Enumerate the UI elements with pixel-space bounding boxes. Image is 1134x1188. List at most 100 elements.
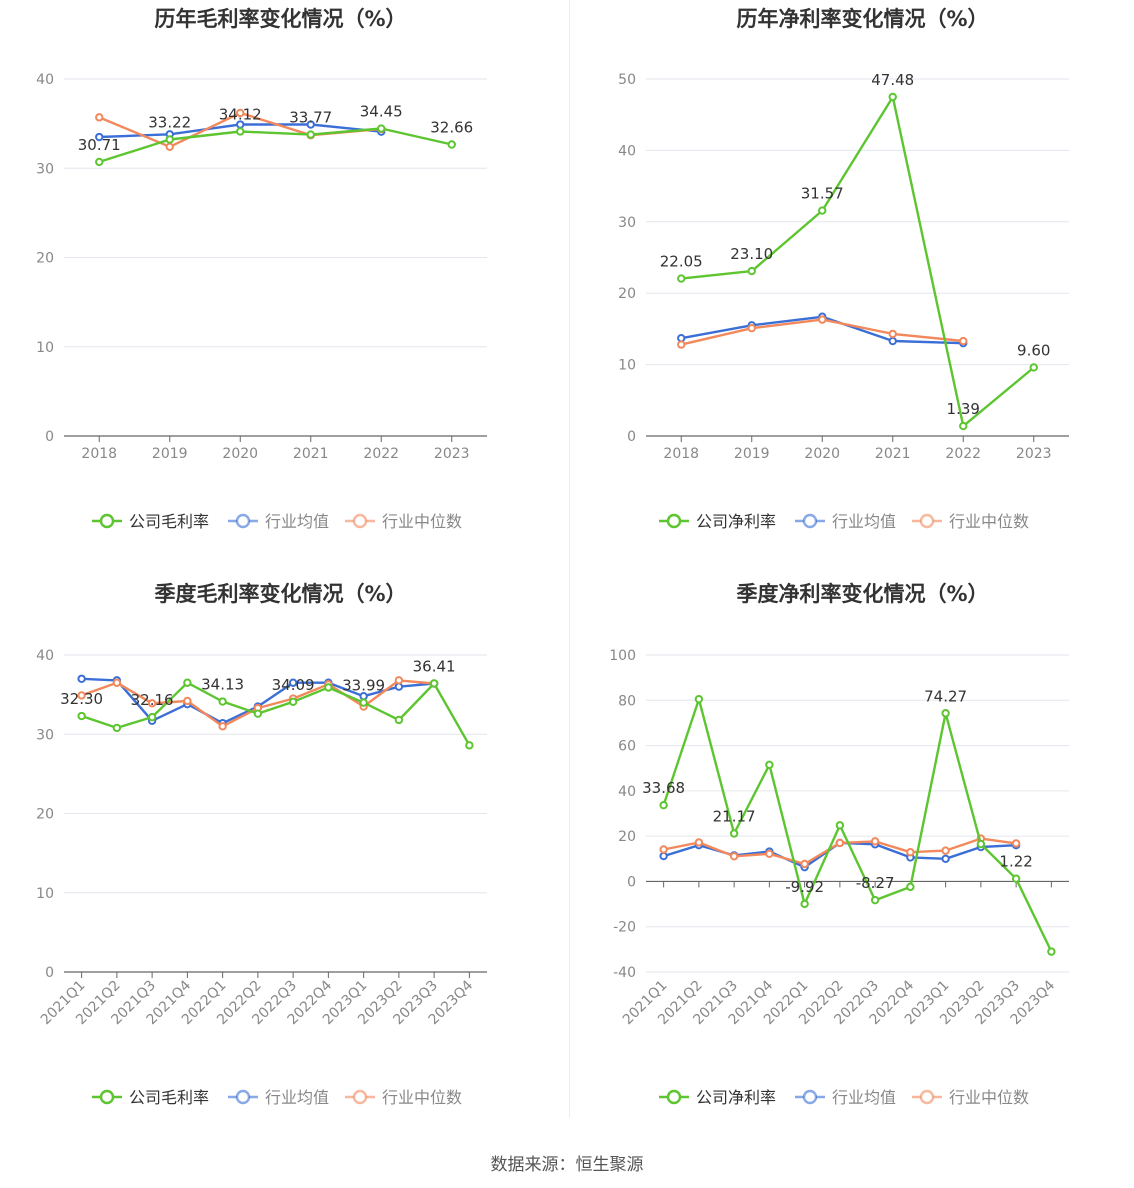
legend: 公司净利率 行业均值 行业中位数 bbox=[659, 512, 1029, 531]
data-label: 1.39 bbox=[947, 400, 980, 418]
x-tick-label: 2019 bbox=[734, 446, 770, 462]
data-point-company bbox=[236, 127, 245, 136]
data-point-company bbox=[818, 206, 827, 215]
data-point-company bbox=[377, 124, 386, 133]
data-label: 36.41 bbox=[413, 657, 456, 675]
series-line-company bbox=[681, 95, 1035, 428]
legend: 公司净利率 行业均值 行业中位数 bbox=[659, 1088, 1029, 1107]
x-tick-label: 2023 bbox=[1016, 446, 1052, 462]
chart-title: 季度毛利率变化情况（%） bbox=[154, 582, 406, 606]
y-tick-label: 10 bbox=[618, 358, 636, 374]
y-tick-label: -40 bbox=[613, 965, 636, 981]
panel-divider bbox=[569, 0, 570, 1118]
legend-marker-median bbox=[352, 1089, 368, 1105]
data-point-median bbox=[677, 340, 686, 349]
y-tick-label: 20 bbox=[36, 807, 54, 823]
data-point-median bbox=[694, 838, 704, 847]
legend-label-median: 行业中位数 bbox=[949, 1088, 1029, 1107]
data-point-company bbox=[429, 679, 439, 688]
series-line-company bbox=[662, 698, 1053, 953]
series-line-company bbox=[81, 681, 471, 746]
data-label: 30.71 bbox=[78, 136, 121, 154]
data-point-company bbox=[659, 800, 668, 810]
data-label: 74.27 bbox=[924, 687, 967, 705]
annual-net-margin-svg: 历年净利率变化情况（%） 0 10 20 30 40 50 2018 2019 2020 2021 2… bbox=[618, 7, 1069, 531]
data-label: -8.27 bbox=[856, 874, 895, 892]
y-tick-label: 30 bbox=[36, 727, 54, 743]
data-point-company bbox=[1047, 947, 1056, 956]
data-point-company bbox=[253, 709, 263, 718]
legend-marker-company bbox=[99, 1089, 115, 1105]
y-tick-label: 0 bbox=[627, 429, 636, 445]
data-point-median bbox=[765, 849, 774, 859]
data-point-median bbox=[800, 859, 809, 869]
y-tick-label: 40 bbox=[36, 72, 54, 88]
annual-gross-margin-chart: 历年毛利率变化情况（%） 0 10 20 30 40 2018 2019 2020 2021 202… bbox=[0, 0, 567, 575]
data-point-company bbox=[1029, 363, 1038, 372]
quarterly-gross-margin-svg: 季度毛利率变化情况（%）0102030402021Q12021Q22021Q32… bbox=[36, 582, 487, 1107]
legend: 公司毛利率 行业均值 行业中位数 bbox=[92, 1088, 462, 1107]
data-point-median bbox=[818, 315, 827, 324]
data-point-median bbox=[870, 837, 880, 846]
data-point-company bbox=[888, 92, 897, 102]
data-point-company bbox=[218, 697, 227, 706]
legend-label-median: 行业中位数 bbox=[949, 512, 1029, 531]
data-point-median bbox=[394, 676, 404, 685]
data-point-company bbox=[906, 882, 915, 892]
data-label: 32.16 bbox=[131, 691, 174, 709]
legend-label-company: 公司净利率 bbox=[696, 1088, 776, 1107]
chart-title: 历年净利率变化情况（%） bbox=[736, 7, 988, 31]
quarterly-net-margin-chart: 季度净利率变化情况（%） -40 -20 0 20 40 60 80 100 2021Q1 2021… bbox=[567, 575, 1134, 1150]
data-point-company bbox=[835, 821, 845, 830]
y-tick-label: 30 bbox=[36, 161, 54, 177]
data-point-avg bbox=[306, 120, 315, 129]
legend-label-avg: 行业均值 bbox=[832, 1088, 896, 1107]
y-tick-label: 20 bbox=[618, 286, 636, 302]
data-point-company bbox=[77, 711, 86, 721]
y-tick-label: 50 bbox=[618, 72, 636, 88]
data-point-median bbox=[77, 691, 86, 700]
data-point-company bbox=[941, 709, 950, 718]
x-tick-label: 2020 bbox=[804, 446, 840, 462]
data-label: 47.48 bbox=[871, 71, 914, 89]
legend-label-avg: 行业均值 bbox=[832, 512, 896, 531]
data-label: 32.30 bbox=[60, 690, 103, 708]
legend-label-company: 公司毛利率 bbox=[129, 1088, 209, 1107]
x-tick-label: 2019 bbox=[152, 446, 188, 462]
annual-gross-margin-svg: 历年毛利率变化情况（%） 0 10 20 30 40 2018 2019 2020 2021 202… bbox=[36, 7, 487, 531]
y-tick-label: 0 bbox=[45, 965, 54, 981]
data-point-avg bbox=[888, 336, 897, 346]
data-point-median bbox=[888, 329, 897, 339]
data-label: 23.10 bbox=[730, 245, 773, 263]
x-tick-label: 2021 bbox=[293, 446, 329, 462]
data-label: 33.68 bbox=[642, 779, 685, 797]
y-tick-label: 60 bbox=[618, 739, 636, 755]
data-point-company bbox=[95, 157, 104, 167]
data-point-avg bbox=[77, 674, 86, 683]
data-point-median bbox=[941, 846, 950, 855]
data-point-company bbox=[747, 266, 756, 276]
data-point-median bbox=[218, 722, 227, 731]
y-tick-label: 100 bbox=[609, 648, 636, 664]
data-point-avg bbox=[288, 678, 298, 687]
data-label: 33.22 bbox=[148, 114, 191, 132]
y-tick-label: 80 bbox=[618, 693, 636, 709]
legend-marker-company bbox=[99, 513, 115, 529]
legend-marker-company bbox=[666, 1089, 682, 1105]
data-point-company bbox=[359, 698, 368, 707]
data-point-company bbox=[147, 712, 157, 722]
data-point-company bbox=[870, 895, 880, 905]
y-tick-label: 40 bbox=[618, 784, 636, 800]
data-point-median bbox=[835, 838, 845, 848]
x-tick-label: 2018 bbox=[663, 446, 699, 462]
data-point-company bbox=[959, 421, 968, 431]
legend-marker-median bbox=[919, 513, 935, 529]
data-point-avg bbox=[95, 132, 104, 142]
y-tick-label: 20 bbox=[36, 251, 54, 267]
legend-marker-median bbox=[352, 513, 368, 529]
data-point-company bbox=[729, 829, 739, 838]
y-tick-label: 20 bbox=[618, 829, 636, 845]
data-point-company bbox=[677, 274, 686, 283]
legend-marker-avg bbox=[802, 513, 818, 529]
data-point-median bbox=[112, 678, 122, 687]
